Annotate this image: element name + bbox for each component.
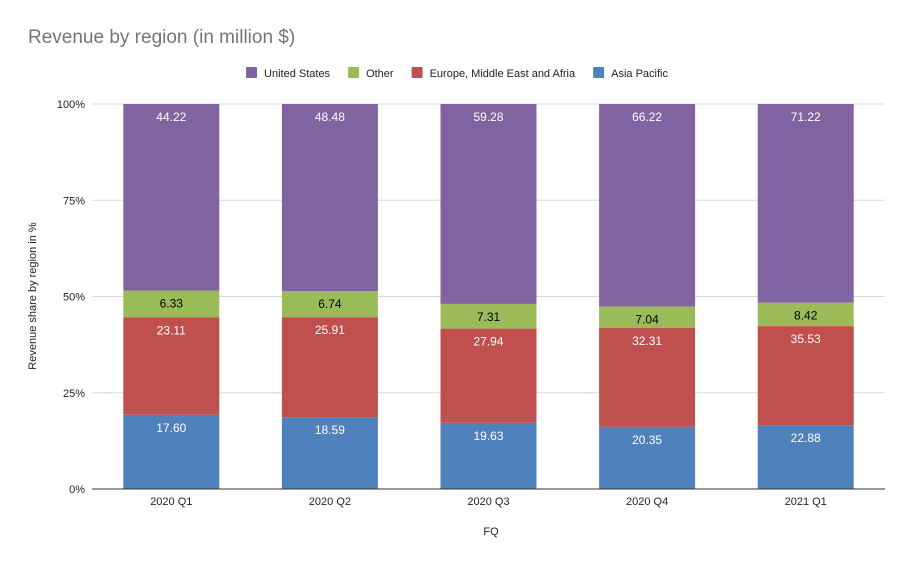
bar-segment-europe-middle-east-and-afria	[757, 326, 854, 426]
legend-label: Other	[366, 68, 394, 80]
y-tick-label: 75%	[63, 195, 85, 207]
bar-segment-united-states	[440, 104, 537, 304]
data-label-other: 8.42	[794, 309, 818, 323]
data-label-europe-middle-east-and-afria: 23.11	[157, 323, 186, 337]
legend: United States Other Europe, Middle East an…	[246, 67, 668, 80]
chart-title: Revenue by region (in million $)	[28, 27, 295, 48]
legend-item-europe-middle-east-and-afria: Europe, Middle East and Afria	[411, 67, 576, 80]
bar-segment-united-states	[281, 104, 378, 292]
data-label-asia-pacific: 17.60	[156, 421, 186, 435]
x-axis-ticks: 2020 Q1 2020 Q2 2020 Q3 2020 Q4 2021 Q1	[150, 496, 827, 508]
data-label-other: 7.04	[635, 312, 659, 326]
y-tick-label: 100%	[57, 99, 85, 111]
y-tick-label: 25%	[63, 388, 85, 400]
data-label-asia-pacific: 22.88	[791, 431, 821, 445]
bar-segment-united-states	[757, 104, 854, 303]
y-tick-label: 50%	[63, 292, 85, 304]
data-label-united-states: 48.48	[315, 110, 345, 124]
x-tick-label: 2021 Q1	[785, 496, 827, 508]
x-tick-label: 2020 Q3	[467, 496, 509, 508]
bar-segment-other	[599, 306, 696, 328]
legend-label: Asia Pacific	[611, 68, 668, 80]
x-tick-label: 2020 Q2	[309, 496, 351, 508]
bar-segment-asia-pacific	[123, 414, 220, 489]
legend-item-united-states: United States	[246, 67, 331, 80]
data-label-other: 7.31	[477, 310, 501, 324]
data-label-europe-middle-east-and-afria: 32.31	[632, 334, 662, 348]
bar-segment-asia-pacific	[757, 425, 854, 489]
data-label-other: 6.33	[160, 297, 184, 311]
y-axis-label: Revenue share by region in %	[27, 222, 39, 370]
bar-segment-asia-pacific	[599, 426, 696, 489]
legend-label: United States	[264, 68, 331, 80]
bar-segment-united-states	[599, 104, 696, 307]
data-label-other: 6.74	[318, 297, 342, 311]
bar-segment-europe-middle-east-and-afria	[281, 317, 378, 418]
y-axis-ticks: 0% 25% 50% 75% 100%	[57, 99, 85, 496]
data-label-europe-middle-east-and-afria: 25.91	[315, 323, 345, 337]
legend-swatch	[348, 67, 360, 78]
bar-segment-europe-middle-east-and-afria	[440, 328, 537, 423]
legend-swatch	[593, 67, 605, 78]
data-label-united-states: 66.22	[632, 110, 662, 124]
x-tick-label: 2020 Q4	[626, 496, 668, 508]
data-label-asia-pacific: 19.63	[473, 429, 503, 443]
bars: 17.60 23.11 6.33 44.22 18.59 25.91 6.74 48.48 19…	[123, 104, 854, 489]
data-label-europe-middle-east-and-afria: 27.94	[473, 335, 503, 349]
bar-segment-other	[123, 290, 220, 318]
bar-segment-europe-middle-east-and-afria	[599, 327, 696, 427]
legend-item-asia-pacific: Asia Pacific	[593, 67, 668, 80]
data-label-asia-pacific: 18.59	[315, 423, 345, 437]
legend-swatch	[411, 67, 423, 78]
x-axis-label: FQ	[483, 526, 499, 538]
bar-segment-asia-pacific	[440, 422, 537, 489]
bar-segment-other	[440, 303, 537, 329]
legend-item-other: Other	[348, 67, 394, 80]
data-label-united-states: 44.22	[156, 110, 186, 124]
data-label-europe-middle-east-and-afria: 35.53	[791, 332, 821, 346]
data-label-united-states: 59.28	[473, 110, 503, 124]
bar-segment-united-states	[123, 104, 220, 291]
bar-segment-other	[757, 302, 854, 327]
bar-segment-europe-middle-east-and-afria	[123, 317, 220, 415]
legend-label: Europe, Middle East and Afria	[430, 68, 576, 80]
bar-segment-asia-pacific	[281, 417, 378, 489]
legend-swatch	[246, 67, 258, 78]
bar-segment-other	[281, 291, 378, 318]
data-label-united-states: 71.22	[791, 110, 821, 124]
data-label-asia-pacific: 20.35	[632, 433, 662, 447]
x-tick-label: 2020 Q1	[150, 496, 192, 508]
y-tick-label: 0%	[69, 484, 85, 496]
